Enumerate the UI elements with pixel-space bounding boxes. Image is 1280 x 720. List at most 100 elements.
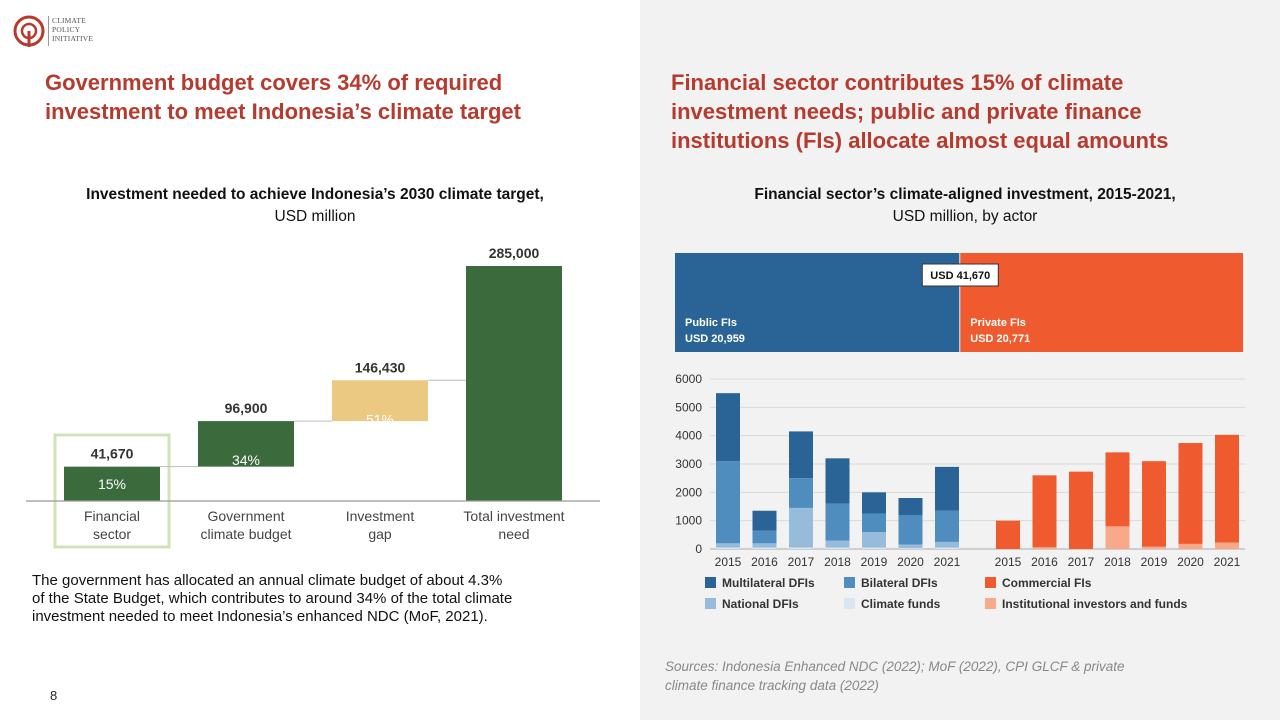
waterfall-chart: 41,670 15% Financial sector 96,900 34% Governm… (26, 245, 600, 549)
waterfall-category-label: climate budget (200, 526, 291, 542)
y-tick-label: 6000 (675, 372, 702, 386)
y-tick-label: 3000 (675, 457, 702, 471)
legend-swatch (844, 577, 855, 588)
x-tick-label: 2018 (824, 555, 851, 569)
legend-label: National DFIs (722, 597, 799, 611)
waterfall-value-label: 96,900 (225, 400, 268, 416)
x-tick-label: 2019 (861, 555, 888, 569)
stacked-bar-segment (825, 458, 850, 504)
waterfall-category-label: sector (93, 526, 131, 542)
stacked-bar-segment (752, 543, 777, 548)
y-tick-label: 0 (695, 542, 702, 556)
waterfall-share-label: 34% (232, 452, 260, 468)
waterfall-category-label: need (498, 526, 529, 542)
stacked-bar-segment (825, 503, 850, 541)
legend-label: Climate funds (861, 597, 941, 611)
stacked-bar-segment (716, 543, 740, 548)
right-panel-background (640, 0, 1280, 720)
x-tick-label: 2021 (934, 555, 961, 569)
segment-value-label: USD 20,959 (685, 333, 745, 345)
page-number: 8 (50, 688, 58, 703)
logo-text: CLIMATE POLICY INITIATIVE (52, 16, 94, 43)
stacked-bar-chart: 0 1000 2000 3000 4000 5000 6000 2015 2016 2017 201… (675, 372, 1245, 611)
cpi-logo-icon (13, 15, 45, 47)
legend-label: Bilateral DFIs (861, 576, 938, 590)
segment-value-label: USD 20,771 (970, 333, 1030, 345)
x-tick-label: 2017 (1068, 555, 1095, 569)
sources-text: Sources: Indonesia Enhanced NDC (2022); … (665, 659, 1125, 693)
waterfall-bar (332, 380, 428, 422)
segment-name-label: Public FIs (685, 317, 737, 329)
stacked-bar-segment (752, 510, 777, 531)
segment-bar (675, 253, 960, 352)
legend-swatch (985, 598, 996, 609)
stacked-bar-segment (1105, 526, 1130, 549)
description-text: The government has allocated an annual c… (32, 572, 513, 625)
stacked-bar-segment (716, 461, 740, 544)
y-tick-label: 1000 (675, 514, 702, 528)
x-tick-label: 2015 (995, 555, 1022, 569)
waterfall-bar (64, 466, 160, 501)
stacked-bar-segment (1142, 461, 1166, 547)
waterfall-value-label: 146,430 (355, 359, 406, 375)
waterfall-bar (198, 421, 294, 467)
stacked-bar-segment (1032, 475, 1057, 548)
stacked-bar-segment (1215, 542, 1239, 549)
stacked-bar-segment (898, 498, 923, 515)
stacked-bar-segment (862, 532, 886, 548)
x-tick-label: 2016 (1031, 555, 1058, 569)
stacked-bar-segment (862, 547, 886, 549)
stacked-bar-segment (1178, 443, 1203, 544)
waterfall-category-label: Total investment (463, 508, 564, 524)
x-tick-label: 2016 (751, 555, 778, 569)
y-tick-label: 2000 (675, 485, 702, 499)
stacked-bar-segment (1178, 543, 1203, 549)
x-tick-label: 2020 (1177, 555, 1204, 569)
x-tick-label: 2020 (897, 555, 924, 569)
waterfall-value-label: 41,670 (91, 446, 134, 462)
stacked-bar-segment (935, 466, 959, 511)
legend-swatch (844, 598, 855, 609)
stacked-bar-segment (1069, 471, 1093, 549)
stacked-bar-segment (1215, 434, 1239, 543)
stacked-bar-segment (996, 520, 1020, 549)
legend-label: Multilateral DFIs (722, 576, 815, 590)
stacked-bar-segment (1142, 546, 1166, 549)
waterfall-category-label: Government (207, 508, 284, 524)
stacked-bar-segment (898, 548, 923, 549)
stacked-bar-segment (898, 544, 923, 549)
x-tick-label: 2019 (1141, 555, 1168, 569)
stacked-bar-segment (935, 547, 959, 549)
stacked-bar-segment (789, 478, 813, 508)
stacked-bar-segment (789, 547, 813, 549)
left-chart-title: Investment needed to achieve Indonesia’s… (86, 186, 544, 225)
y-tick-label: 4000 (675, 429, 702, 443)
stacked-bar-segment (752, 547, 777, 549)
segment-name-label: Private FIs (970, 317, 1026, 329)
waterfall-category-label: gap (368, 526, 392, 542)
x-tick-label: 2017 (788, 555, 815, 569)
stacked-bar-segment (898, 515, 923, 545)
legend-swatch (985, 577, 996, 588)
stacked-bar-segment (1032, 547, 1057, 549)
right-chart-title: Financial sector’s climate-aligned inves… (754, 186, 1176, 225)
stacked-bar-segment (825, 540, 850, 548)
legend-swatch (705, 598, 716, 609)
waterfall-share-label: 51% (366, 411, 394, 427)
waterfall-value-label: 285,000 (489, 245, 540, 261)
public-private-bar-chart: Public FIs USD 20,959 Private FIs USD 20,77… (675, 253, 1243, 352)
right-headline: Financial sector contributes 15% of clim… (671, 70, 1169, 153)
stacked-bar-segment (935, 541, 959, 548)
legend-label: Institutional investors and funds (1002, 597, 1188, 611)
x-tick-label: 2015 (715, 555, 742, 569)
legend-label: Commercial FIs (1002, 576, 1092, 590)
stacked-bar-segment (935, 510, 959, 542)
stacked-bar-segment (716, 547, 740, 549)
stacked-bar-segment (716, 393, 740, 462)
waterfall-category-label: Financial (84, 508, 140, 524)
stacked-bar-segment (1105, 452, 1130, 527)
left-headline: Government budget covers 34% of required… (45, 70, 521, 124)
stacked-bar-segment (789, 431, 813, 479)
x-tick-label: 2021 (1214, 555, 1241, 569)
x-tick-label: 2018 (1104, 555, 1131, 569)
